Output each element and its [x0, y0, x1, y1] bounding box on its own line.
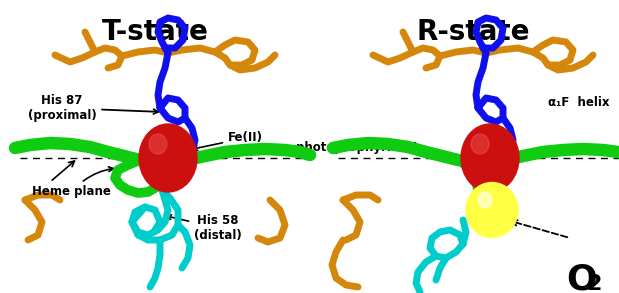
Ellipse shape: [471, 134, 489, 154]
Text: Heme plane: Heme plane: [32, 167, 113, 198]
Text: Fe(II): Fe(II): [193, 132, 263, 150]
Text: T-state: T-state: [102, 18, 209, 46]
Ellipse shape: [461, 124, 519, 192]
Ellipse shape: [466, 183, 518, 238]
Text: R-state: R-state: [416, 18, 530, 46]
Text: His 58
(distal): His 58 (distal): [167, 214, 242, 242]
Text: O: O: [566, 262, 597, 293]
Ellipse shape: [139, 124, 197, 192]
Text: 2: 2: [586, 274, 602, 293]
Text: α₁F  helix: α₁F helix: [548, 96, 610, 108]
Text: His 87
(proximal): His 87 (proximal): [28, 94, 158, 122]
Text: photoporphyrin IX: photoporphyrin IX: [296, 142, 422, 154]
Ellipse shape: [149, 134, 167, 154]
Ellipse shape: [478, 192, 492, 208]
